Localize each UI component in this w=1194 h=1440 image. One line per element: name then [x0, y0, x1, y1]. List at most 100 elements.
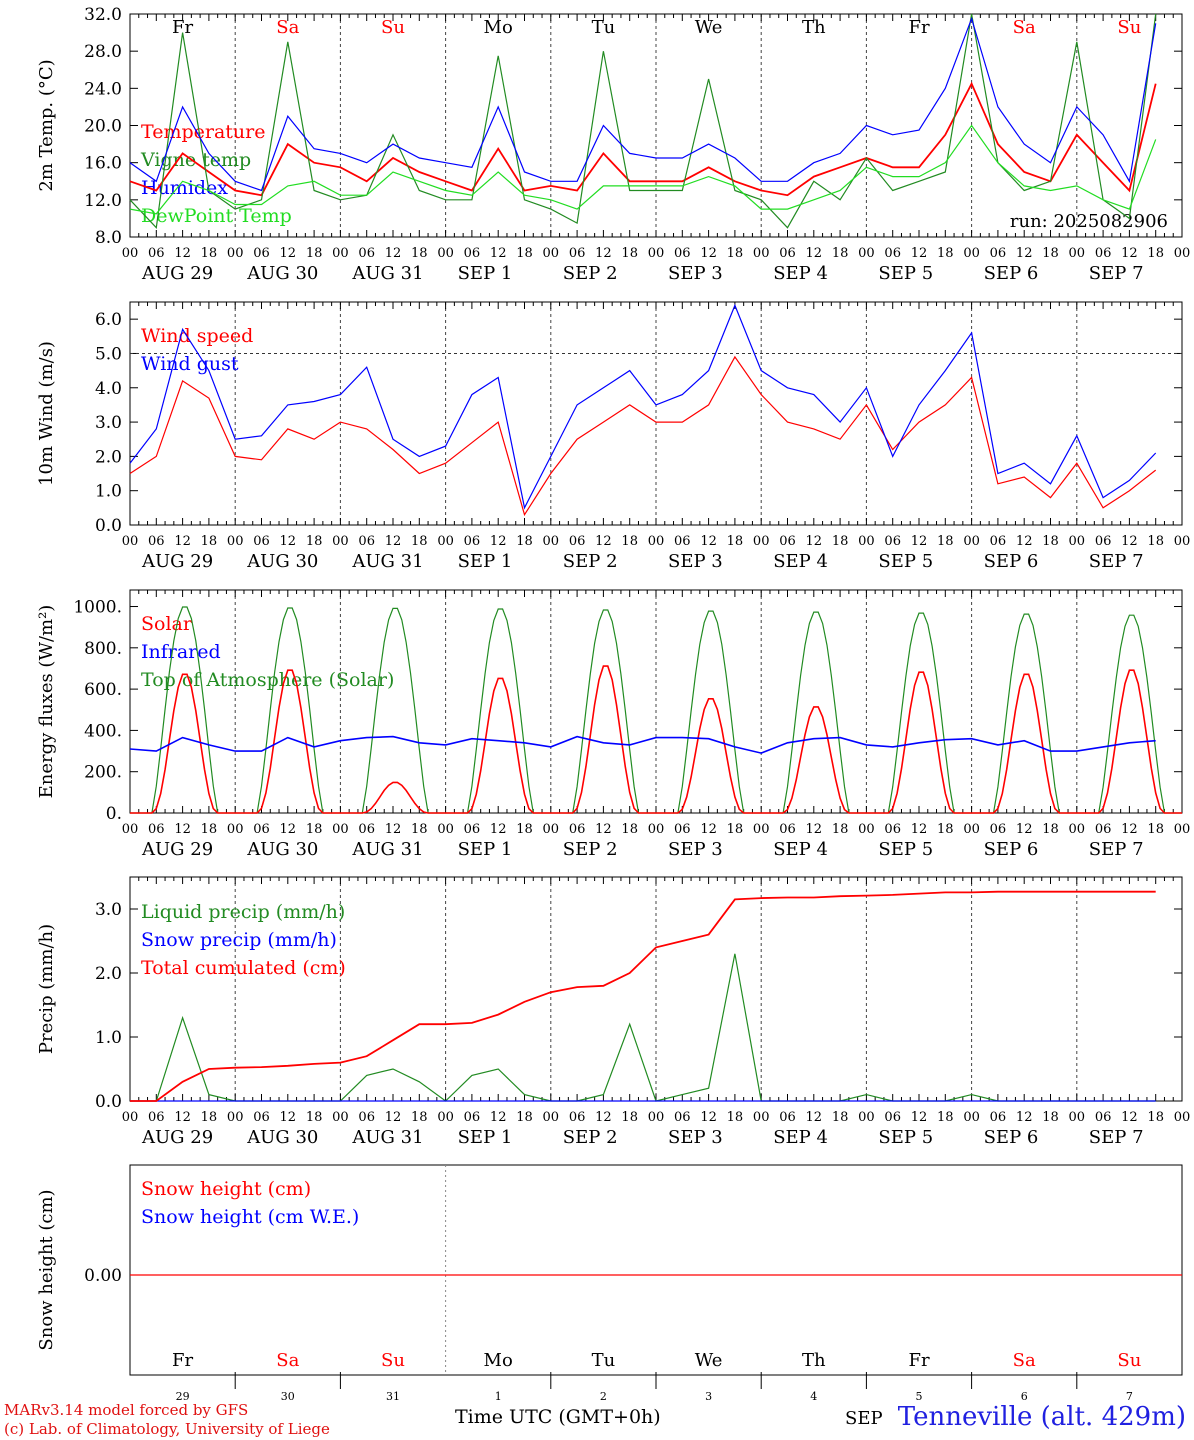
hour-tick-label: 18	[1042, 1110, 1059, 1125]
hour-tick-label: 18	[306, 534, 323, 549]
hour-tick-label: 06	[990, 1110, 1007, 1125]
hour-tick-label: 12	[490, 1110, 507, 1125]
date-label: SEP 4	[773, 839, 828, 860]
legend-entry: Snow precip (mm/h)	[141, 929, 337, 951]
date-label: SEP 2	[563, 263, 618, 284]
hour-tick-label: 12	[490, 534, 507, 549]
hour-tick-label: 18	[621, 822, 638, 837]
day-number-label: 2	[600, 1390, 607, 1403]
hour-tick-label: 18	[937, 1110, 954, 1125]
date-label: SEP 5	[878, 839, 933, 860]
hour-tick-label: 12	[700, 1110, 717, 1125]
hour-tick-label: 06	[358, 1110, 375, 1125]
hour-tick-label: 18	[201, 246, 218, 261]
hour-tick-label: 06	[253, 822, 270, 837]
hour-tick-label: 12	[1016, 246, 1033, 261]
hour-tick-label: 00	[1069, 1110, 1086, 1125]
hour-tick-label: 12	[280, 1110, 297, 1125]
hour-tick-label: 00	[332, 822, 349, 837]
hour-tick-label: 18	[1147, 1110, 1164, 1125]
hour-tick-label: 00	[122, 534, 139, 549]
hour-tick-label: 00	[753, 534, 770, 549]
hour-tick-label: 06	[148, 1110, 165, 1125]
date-label: SEP 6	[984, 839, 1039, 860]
y-tick-label: 24.0	[84, 79, 122, 99]
weekday-label: Fr	[172, 17, 193, 38]
date-label: SEP 1	[458, 1127, 513, 1148]
hour-tick-label: 06	[674, 1110, 691, 1125]
hour-tick-label: 00	[648, 246, 665, 261]
hour-tick-label: 12	[911, 246, 928, 261]
hour-tick-label: 18	[727, 534, 744, 549]
y-tick-label: 1000.	[73, 598, 122, 618]
date-label: AUG 29	[141, 551, 213, 572]
hour-tick-label: 18	[937, 534, 954, 549]
weekday-label: Fr	[172, 1350, 193, 1371]
hour-tick-label: 00	[1174, 246, 1191, 261]
y-tick-label: 1.0	[95, 482, 122, 502]
date-label: AUG 31	[351, 263, 423, 284]
hour-tick-label: 18	[832, 1110, 849, 1125]
weekday-label: Mo	[484, 1350, 513, 1371]
hour-tick-label: 00	[648, 1110, 665, 1125]
day-number-label: 4	[810, 1390, 817, 1403]
y-tick-label: 400.	[84, 721, 122, 741]
date-label: AUG 30	[246, 839, 318, 860]
date-label: SEP 4	[773, 551, 828, 572]
series-line	[129, 303, 1157, 510]
date-label: SEP 2	[563, 839, 618, 860]
day-number-label: 5	[916, 1390, 923, 1403]
hour-tick-label: 06	[569, 534, 586, 549]
hour-tick-label: 06	[358, 246, 375, 261]
hour-tick-label: 00	[227, 534, 244, 549]
weekday-label: Th	[802, 1350, 826, 1371]
hour-tick-label: 18	[201, 1110, 218, 1125]
hour-tick-label: 18	[832, 534, 849, 549]
hour-tick-label: 18	[411, 822, 428, 837]
hour-tick-label: 00	[1069, 534, 1086, 549]
hour-tick-label: 12	[174, 822, 191, 837]
series-line	[130, 890, 1156, 1102]
date-label: SEP 2	[563, 1127, 618, 1148]
hour-tick-label: 18	[1042, 534, 1059, 549]
series-line	[129, 16, 1157, 192]
date-label: AUG 29	[141, 839, 213, 860]
hour-tick-label: 06	[148, 246, 165, 261]
legend-entry: Wind speed	[141, 325, 253, 347]
hour-tick-label: 00	[858, 822, 875, 837]
series-line	[129, 81, 1157, 197]
hour-tick-label: 12	[385, 822, 402, 837]
hour-tick-label: 00	[543, 1110, 560, 1125]
date-label: AUG 30	[246, 551, 318, 572]
weekday-label: We	[695, 17, 723, 38]
hour-tick-label: 00	[437, 246, 454, 261]
hour-tick-label: 12	[1016, 822, 1033, 837]
hour-tick-label: 12	[911, 822, 928, 837]
hour-tick-label: 18	[201, 534, 218, 549]
weekday-label: Th	[802, 17, 826, 38]
hour-tick-label: 00	[227, 246, 244, 261]
date-label: SEP 6	[984, 263, 1039, 284]
hour-tick-label: 12	[385, 1110, 402, 1125]
hour-tick-label: 12	[700, 534, 717, 549]
hour-tick-label: 12	[174, 534, 191, 549]
day-number-label: 7	[1126, 1390, 1133, 1403]
date-label: SEP 3	[668, 1127, 723, 1148]
hour-tick-label: 00	[963, 534, 980, 549]
hour-tick-label: 06	[253, 246, 270, 261]
hour-tick-label: 00	[437, 822, 454, 837]
series-line	[129, 355, 1157, 517]
y-tick-label: 32.0	[84, 5, 122, 25]
hour-tick-label: 18	[937, 822, 954, 837]
hour-tick-label: 12	[806, 822, 823, 837]
date-label: SEP 7	[1089, 1127, 1144, 1148]
y-tick-label: 28.0	[84, 42, 122, 62]
hour-tick-label: 06	[569, 246, 586, 261]
series-line	[129, 13, 1157, 230]
hour-tick-label: 06	[779, 534, 796, 549]
hour-tick-label: 00	[122, 822, 139, 837]
hour-tick-label: 00	[753, 246, 770, 261]
date-label: SEP 3	[668, 839, 723, 860]
hour-tick-label: 18	[1042, 246, 1059, 261]
